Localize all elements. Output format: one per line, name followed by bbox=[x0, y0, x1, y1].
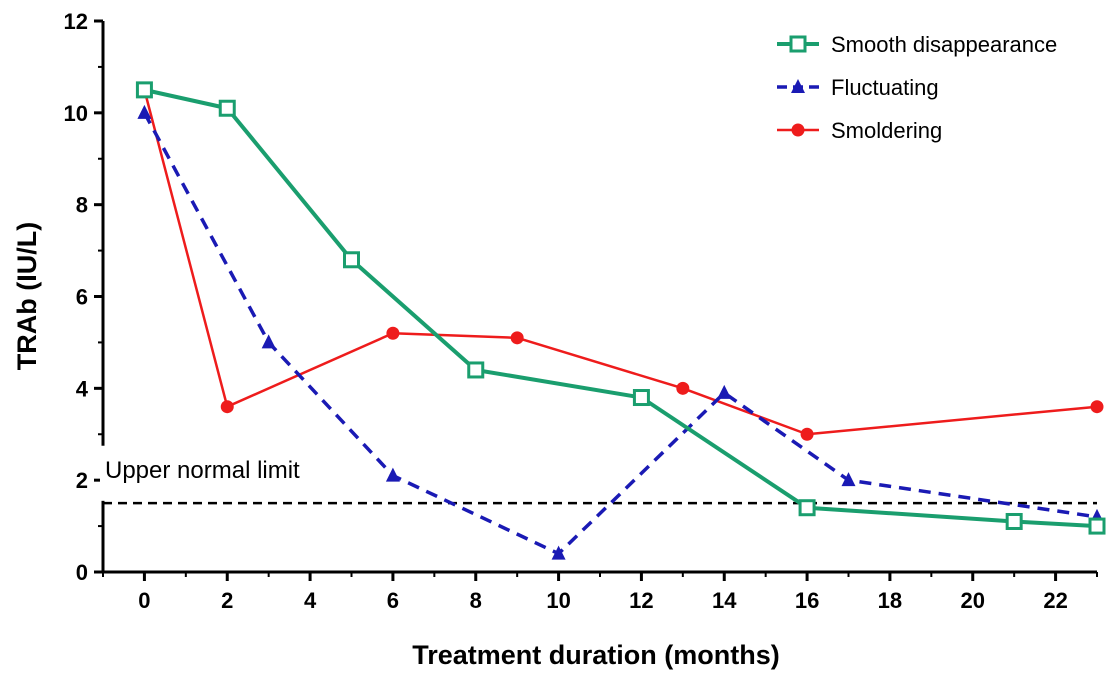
legend-swatch-marker bbox=[791, 123, 805, 137]
legend-swatch-marker bbox=[791, 79, 805, 93]
data-point-fluctuating bbox=[261, 334, 276, 349]
series-line-smoldering bbox=[143, 89, 1098, 436]
upper-normal-limit-label: Upper normal limit bbox=[105, 457, 300, 484]
reference-line-group: Upper normal limit bbox=[100, 445, 1097, 505]
series-smooth-disappearance bbox=[135, 81, 1106, 535]
data-point-fluctuating bbox=[137, 104, 152, 119]
data-point-smoldering bbox=[676, 381, 690, 395]
y-tick-label: 10 bbox=[64, 101, 88, 126]
legend-label: Smooth disappearance bbox=[831, 32, 1057, 57]
x-tick-label: 8 bbox=[470, 588, 482, 613]
data-point-fluctuating bbox=[385, 467, 400, 482]
data-point-smooth-disappearance bbox=[632, 389, 650, 407]
x-tick-label: 12 bbox=[629, 588, 653, 613]
legend-label: Fluctuating bbox=[831, 75, 939, 100]
data-point-fluctuating bbox=[841, 472, 856, 487]
series-line-smooth-disappearance bbox=[143, 87, 1098, 529]
x-tick-label: 22 bbox=[1043, 588, 1067, 613]
data-point-fluctuating bbox=[717, 384, 732, 399]
data-point-smooth-disappearance bbox=[135, 81, 153, 99]
x-tick-label: 0 bbox=[138, 588, 150, 613]
data-point-smooth-disappearance bbox=[343, 251, 360, 269]
data-point-smooth-disappearance bbox=[218, 99, 236, 117]
data-point-fluctuating bbox=[551, 545, 566, 560]
x-tick-label: 6 bbox=[387, 588, 399, 613]
y-tick-label: 8 bbox=[76, 193, 88, 218]
data-point-smooth-disappearance bbox=[1088, 517, 1106, 535]
x-axis-title: Treatment duration (months) bbox=[412, 640, 780, 670]
series-smoldering bbox=[137, 83, 1104, 441]
y-tick-label: 6 bbox=[76, 285, 88, 310]
legend-item-smoldering: Smoldering bbox=[777, 118, 942, 143]
legend-swatch-marker bbox=[789, 35, 807, 53]
data-point-smoldering bbox=[1090, 400, 1104, 414]
x-tick-label: 16 bbox=[795, 588, 819, 613]
y-axis-title: TRAb (IU/L) bbox=[12, 222, 42, 370]
data-point-smoldering bbox=[800, 427, 814, 441]
y-tick-label: 0 bbox=[76, 560, 88, 585]
x-tick-label: 18 bbox=[878, 588, 902, 613]
x-tick-label: 2 bbox=[221, 588, 233, 613]
data-point-smooth-disappearance bbox=[467, 361, 485, 379]
x-tick-label: 20 bbox=[961, 588, 985, 613]
data-point-smoldering bbox=[510, 331, 524, 345]
data-point-smoldering bbox=[386, 326, 400, 340]
y-tick-label: 12 bbox=[64, 9, 88, 34]
legend-item-fluctuating: Fluctuating bbox=[777, 75, 939, 100]
y-tick-label: 2 bbox=[76, 468, 88, 493]
data-point-smooth-disappearance bbox=[798, 499, 816, 517]
x-tick-label: 14 bbox=[712, 588, 737, 613]
y-tick-label: 4 bbox=[76, 376, 89, 401]
axes: 0 2 4 6 8 10 12 0 2 4 6 8 10 12 14 16 18 20 22 bbox=[64, 9, 1098, 613]
data-point-smooth-disappearance bbox=[1005, 512, 1023, 530]
legend: Smooth disappearance Fluctuating Smolderin… bbox=[777, 32, 1057, 143]
axis-gap bbox=[100, 445, 108, 501]
series-group bbox=[135, 81, 1106, 560]
data-point-smoldering bbox=[220, 400, 234, 414]
legend-label: Smoldering bbox=[831, 118, 942, 143]
legend-item-smooth-disappearance: Smooth disappearance bbox=[777, 32, 1057, 57]
x-tick-label: 4 bbox=[304, 588, 317, 613]
x-tick-label: 10 bbox=[546, 588, 570, 613]
